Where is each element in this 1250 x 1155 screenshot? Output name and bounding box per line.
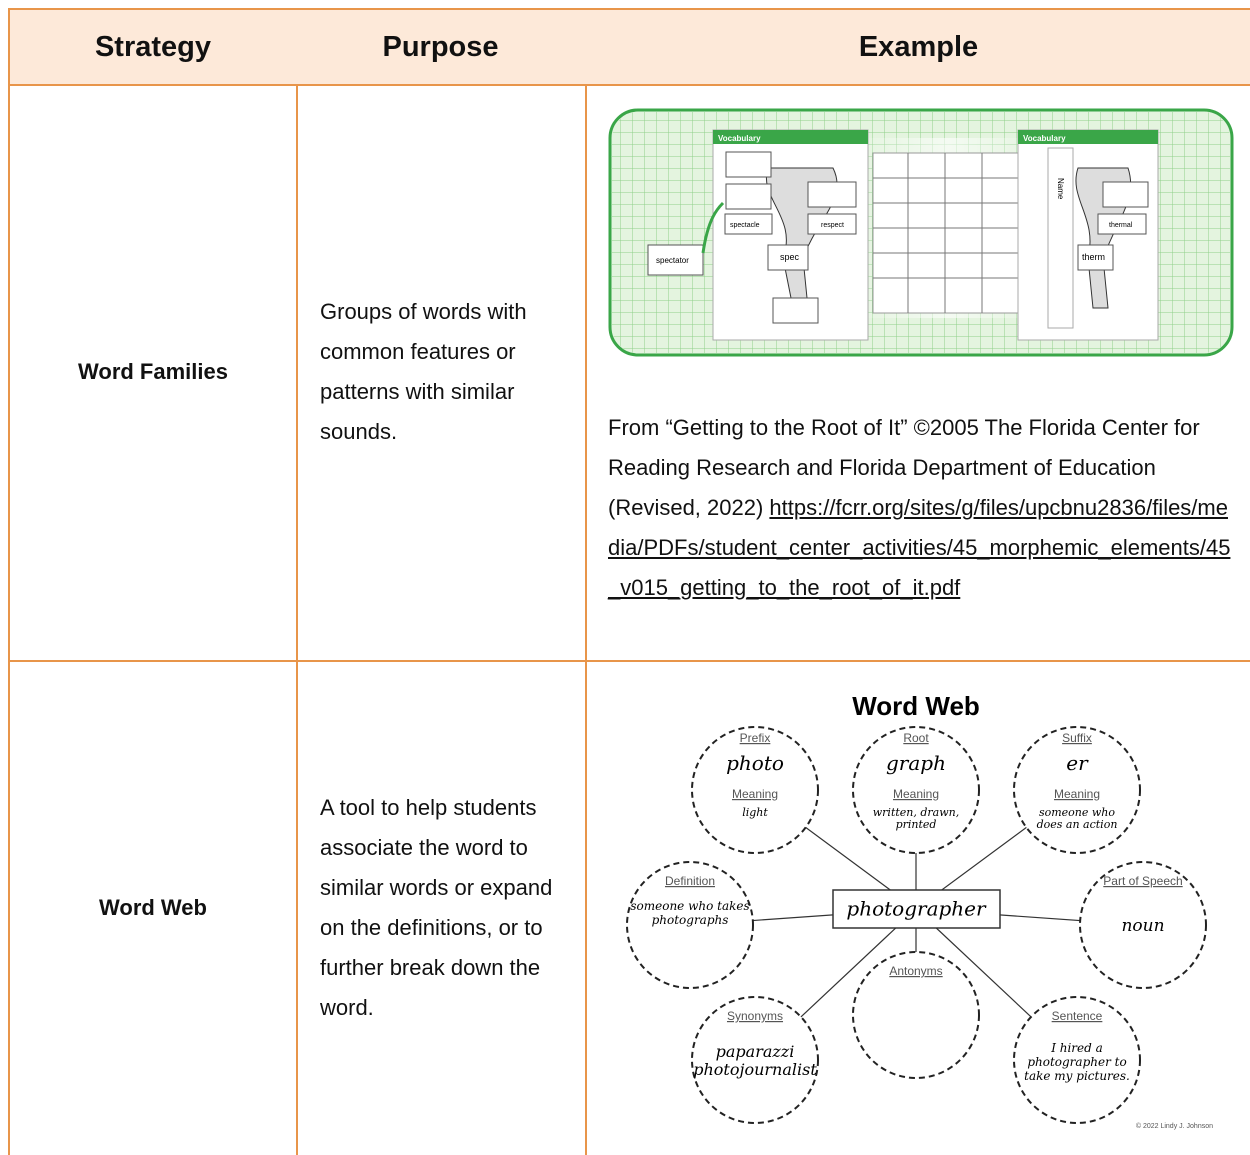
header-text: Example bbox=[858, 30, 979, 63]
bubble-heading: Definition bbox=[665, 874, 715, 888]
bubble-heading: Meaning bbox=[732, 787, 778, 801]
bubble-heading: Meaning bbox=[893, 787, 939, 801]
bubble bbox=[691, 726, 819, 854]
header-text: Strategy bbox=[94, 30, 212, 63]
web-title: Word Web bbox=[852, 691, 980, 721]
strategy: Word Web bbox=[99, 894, 207, 920]
bubble-heading: Meaning bbox=[1054, 787, 1100, 801]
image-label: spec bbox=[780, 252, 800, 262]
bubble bbox=[852, 726, 980, 854]
source-text: From “Getting to the Root of It” ©2005 T… bbox=[608, 408, 1233, 608]
bubble-line: I hired a bbox=[1050, 1041, 1103, 1055]
bubble-line: someone who takes bbox=[630, 899, 749, 913]
image-label: therm bbox=[1082, 252, 1105, 262]
bubble-heading: Antonyms bbox=[889, 964, 942, 978]
bubble bbox=[626, 861, 754, 989]
bubble-line: photojournalist bbox=[693, 1060, 817, 1079]
bubble-heading: Suffix bbox=[1062, 731, 1092, 745]
bubble-line: paparazzi bbox=[716, 1042, 795, 1061]
strategy: Word Families bbox=[78, 359, 228, 384]
credit: © 2022 Lindy J. Johnson bbox=[1136, 1122, 1213, 1130]
bubble-line: light bbox=[742, 806, 768, 819]
strategy-cell: Word Families bbox=[8, 84, 298, 662]
bubble-line: noun bbox=[1121, 916, 1164, 936]
purpose-cell: Groups of words with common features or … bbox=[296, 84, 587, 662]
web-center: photographer bbox=[846, 897, 987, 921]
source-link[interactable]: https://fcrr.org/sites/g/files/upcbnu283… bbox=[608, 495, 1231, 600]
bubble-line: take my pictures. bbox=[1024, 1069, 1130, 1083]
bubble-heading: Sentence bbox=[1052, 1009, 1103, 1023]
example-cell bbox=[585, 84, 1250, 662]
word-web-image: Word Web photographer © 2022 Lindy J. Jo… bbox=[626, 691, 1213, 1130]
image-label: respect bbox=[821, 222, 844, 229]
word-families-image: Vocabulary Vocabulary Name spectator spe… bbox=[608, 108, 1234, 357]
header-text: Purpose bbox=[382, 30, 499, 63]
image-label: spectator bbox=[656, 256, 689, 265]
header-cell: Strategy bbox=[8, 8, 298, 86]
bubble-word: er bbox=[1066, 751, 1089, 775]
bubble-line: written, drawn, bbox=[873, 806, 959, 819]
purpose: A tool to help students associate the wo… bbox=[320, 794, 553, 1020]
sheet-title: Vocabulary bbox=[1023, 134, 1066, 143]
purpose: Groups of words with common features or … bbox=[320, 299, 527, 444]
sheet-title: Vocabulary bbox=[718, 134, 761, 143]
bubble-line: printed bbox=[896, 818, 937, 831]
bubble-word: graph bbox=[886, 751, 946, 775]
bubble-heading: Part of Speech bbox=[1103, 874, 1182, 888]
bubble bbox=[852, 951, 980, 1079]
header-cell: Example bbox=[585, 8, 1250, 86]
bubble-line: photographer to bbox=[1027, 1055, 1126, 1069]
bubble-line: someone who bbox=[1039, 806, 1115, 819]
strategy-cell: Word Web bbox=[8, 660, 298, 1155]
image-label: thermal bbox=[1109, 222, 1133, 229]
purpose-cell: A tool to help students associate the wo… bbox=[296, 660, 587, 1155]
bubble-line: does an action bbox=[1037, 818, 1118, 831]
bubble-heading: Synonyms bbox=[727, 1009, 783, 1023]
bubble bbox=[1013, 996, 1141, 1124]
header-cell: Purpose bbox=[296, 8, 587, 86]
bubble-word: photo bbox=[726, 751, 784, 775]
bubble-heading: Prefix bbox=[740, 731, 771, 745]
bubble-line: photographs bbox=[652, 913, 729, 927]
source-citation: From “Getting to the Root of It” ©2005 T… bbox=[608, 415, 1200, 520]
image-label: spectacle bbox=[730, 222, 760, 229]
bubble bbox=[691, 996, 819, 1124]
bubble-heading: Root bbox=[903, 731, 929, 745]
bubble bbox=[1013, 726, 1141, 854]
bubble bbox=[1079, 861, 1207, 989]
name-field: Name bbox=[1056, 178, 1065, 200]
